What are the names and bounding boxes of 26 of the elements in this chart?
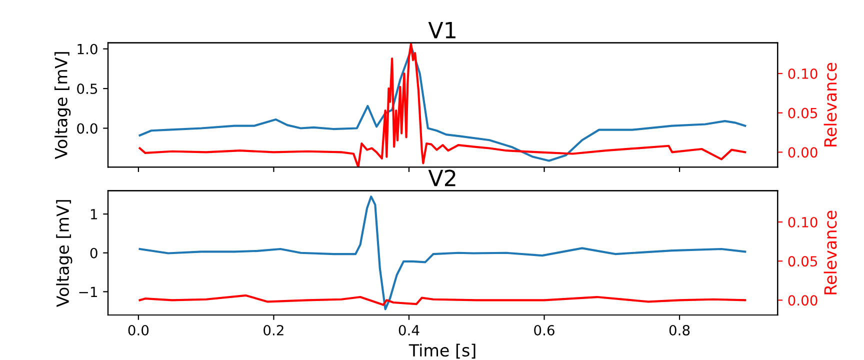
chart-title: V2 [428,170,456,186]
y2-axis-title: Relevance [824,62,837,146]
line-series [138,196,746,310]
y-tick-label: 0.0 [77,123,98,134]
y-tick-label: 1 [90,209,97,220]
y2-tick-label: 0.10 [788,68,818,79]
y-tick-label: 1.0 [78,44,98,54]
chart-title: V1 [428,22,456,38]
y-tick-label: −1 [79,286,97,297]
y2-tick-label: 0.00 [788,295,818,306]
y2-axis-title: Relevance [824,210,837,294]
y-tick-label: 0.5 [77,84,98,94]
y-axis-title: Voltage [mV] [54,52,71,160]
x-tick-label: 0.0 [128,324,149,336]
y2-tick-label: 0.00 [788,147,818,158]
y-axis-title: Voltage [mV] [56,200,72,307]
y2-tick-label: 0.10 [788,216,818,228]
x-tick-label: 0.8 [669,324,690,336]
x-axis-title: Time [s] [408,344,476,359]
line-series [138,294,746,306]
y2-tick-label: 0.05 [788,108,818,118]
x-tick-label: 0.6 [534,324,554,336]
y2-tick-label: 0.05 [788,256,818,267]
y-tick-label: 0 [90,248,98,258]
x-tick-label: 0.4 [398,324,420,336]
x-tick-label: 0.2 [264,324,284,336]
